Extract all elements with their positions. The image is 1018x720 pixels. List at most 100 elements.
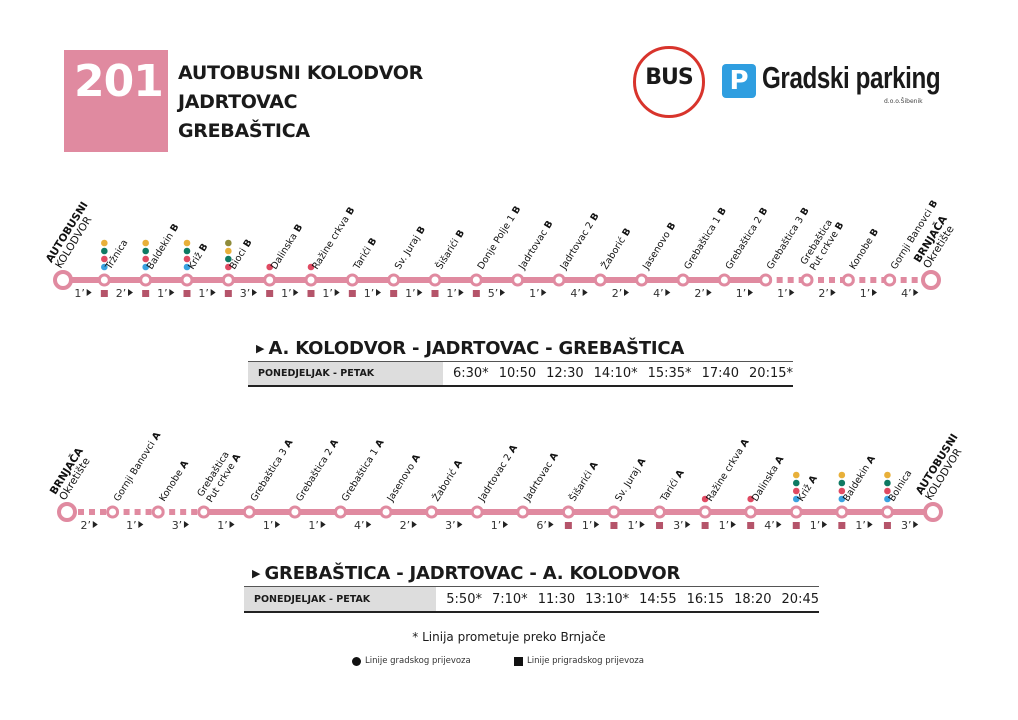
stop-label: Žaborić A xyxy=(430,457,465,503)
stop xyxy=(552,273,566,287)
stop-label: Sv. Juraj B xyxy=(393,224,428,271)
city-line-dot xyxy=(183,247,191,255)
arrow-icon xyxy=(92,521,98,528)
suburban-marker xyxy=(142,290,150,297)
suburban-marker xyxy=(564,522,572,529)
city-line-dot xyxy=(142,247,149,255)
stop xyxy=(561,505,575,519)
suburban-marker xyxy=(883,522,891,529)
stop-name: Jadrtovac 2 B xyxy=(558,211,602,272)
arrow-icon xyxy=(457,521,463,528)
travel-time: 2’ xyxy=(694,287,705,300)
stop-name: Grebaštica 1 B xyxy=(682,206,729,272)
stop xyxy=(789,505,803,519)
stop xyxy=(469,273,483,287)
arrow-icon xyxy=(624,289,629,296)
stop-suffix: B xyxy=(167,222,182,237)
stop-suffix: A xyxy=(450,458,465,473)
arrow-icon xyxy=(458,289,464,296)
stop-label: Grebaštica 3 A xyxy=(249,437,296,503)
arrow-icon xyxy=(293,289,299,296)
city-line-dot xyxy=(792,479,800,487)
suburban-marker xyxy=(100,290,108,297)
city-line-dot xyxy=(142,263,149,271)
arrow-icon xyxy=(252,289,257,296)
departure-time: 6:30* xyxy=(452,366,489,381)
travel-time: 3’ xyxy=(240,287,251,300)
stop-suffix: A xyxy=(408,452,423,467)
stop xyxy=(676,273,690,287)
city-line-dot xyxy=(225,255,232,263)
stop xyxy=(800,273,814,287)
route-title-3: GREBAŠTICA xyxy=(178,120,310,142)
stop-name: Križ B xyxy=(186,242,210,272)
stop-suffix: B xyxy=(866,227,881,242)
travel-time: 2’ xyxy=(612,287,623,300)
stop-suffix: B xyxy=(240,237,255,252)
travel-time: 1’ xyxy=(777,287,788,300)
arrow-icon xyxy=(417,289,423,296)
stop xyxy=(263,273,277,287)
arrow-icon xyxy=(665,289,671,296)
city-line-dot xyxy=(884,471,891,479)
stop-name: Grebaštica 2 B xyxy=(724,206,771,272)
stop-name: Grebaštica 3 A xyxy=(249,437,296,503)
arrow-icon xyxy=(913,289,919,296)
stop-name: Baldekin A xyxy=(841,453,878,503)
day-label: PONEDJELJAK - PETAK xyxy=(248,362,443,385)
travel-time: 1’ xyxy=(529,287,540,300)
stop-name: Gornji Banovci A xyxy=(112,430,164,504)
stop xyxy=(635,273,649,287)
arrow-icon xyxy=(685,521,691,528)
footnote: * Linija prometuje preko Brnjače xyxy=(412,630,606,644)
departure-time: 15:35* xyxy=(647,366,692,381)
travel-time: 1’ xyxy=(446,287,457,300)
stop-suffix: A xyxy=(863,453,878,468)
departure-time: 10:50 xyxy=(498,366,537,381)
stop-suffix: A xyxy=(546,450,561,465)
stop-label: Jadrtovac 2 B xyxy=(558,211,602,272)
stop-label: Konobe A xyxy=(157,458,191,503)
stop-name: Jadrtovac B xyxy=(516,219,555,273)
stop xyxy=(593,273,607,287)
departure-time: 13:10* xyxy=(585,591,630,607)
city-line-dot xyxy=(101,263,108,271)
travel-time: 1’ xyxy=(810,519,821,532)
route-title-2: JADRTOVAC xyxy=(178,91,298,113)
travel-time: 1’ xyxy=(855,519,866,532)
stop-suffix: A xyxy=(280,437,295,452)
travel-time: 1’ xyxy=(126,519,137,532)
travel-time: 1’ xyxy=(281,287,292,300)
stop-suffix: A xyxy=(228,452,243,467)
parking-icon: P xyxy=(722,64,756,98)
stop-suffix: B xyxy=(413,224,428,239)
stop-label: Grebaštica 2 A xyxy=(294,437,341,503)
stop xyxy=(428,273,442,287)
suburban-marker xyxy=(472,290,480,297)
stop xyxy=(345,273,359,287)
stop-label: Bolnica xyxy=(887,468,915,503)
stop xyxy=(841,273,855,287)
travel-time: 1’ xyxy=(322,287,333,300)
departure-time: 16:15 xyxy=(686,591,725,607)
stop xyxy=(197,505,211,519)
arrow-icon xyxy=(913,521,919,528)
terminal-stop xyxy=(53,270,73,290)
travel-time: 6’ xyxy=(536,519,547,532)
bus-logo-text: BUS xyxy=(645,65,693,90)
city-line-dot xyxy=(183,239,191,247)
travel-time: 1’ xyxy=(157,287,168,300)
line-number: 201 xyxy=(74,56,164,107)
stop xyxy=(759,273,773,287)
stop xyxy=(880,505,894,519)
stop-suffix: B xyxy=(587,211,602,226)
arrow-icon xyxy=(830,289,836,296)
suburban-marker xyxy=(307,290,315,297)
suburban-marker xyxy=(701,522,709,529)
stop-label: Bioci B xyxy=(228,237,255,271)
route-title-1: AUTOBUSNI KOLODVOR xyxy=(178,62,423,84)
arrow-icon xyxy=(639,521,645,528)
arrow-icon xyxy=(872,289,877,296)
stop-name: Ražine crkva A xyxy=(704,437,752,504)
